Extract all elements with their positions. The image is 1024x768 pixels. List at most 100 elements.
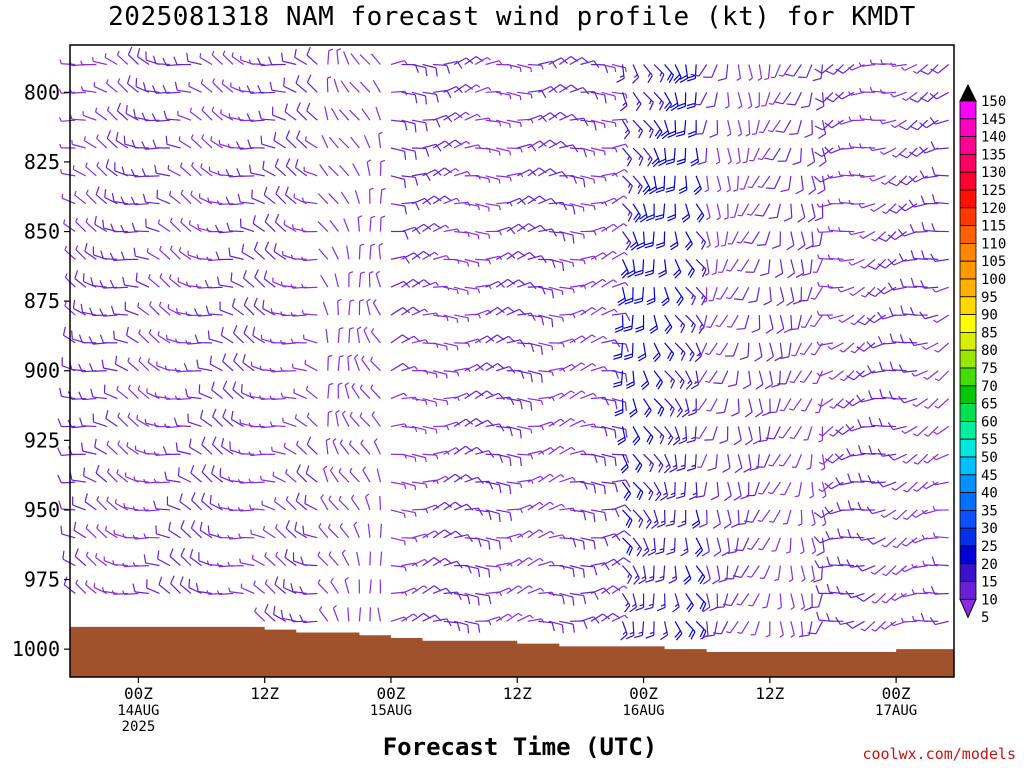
barb-flag bbox=[867, 475, 873, 484]
barb-flag bbox=[582, 178, 586, 188]
wind-barb bbox=[296, 464, 308, 483]
barb-flag bbox=[698, 523, 708, 528]
barb-shaft bbox=[229, 591, 244, 595]
barb-shaft bbox=[621, 454, 629, 468]
barb-half-flag bbox=[414, 457, 417, 462]
barb-shaft bbox=[517, 91, 532, 95]
barb-half-flag bbox=[649, 576, 654, 579]
barb-shaft bbox=[664, 287, 670, 301]
wind-barb bbox=[798, 287, 813, 302]
barb-half-flag bbox=[848, 91, 852, 96]
barb-shaft bbox=[334, 273, 339, 288]
barb-shaft bbox=[95, 556, 108, 567]
barb-shaft bbox=[527, 314, 542, 318]
wind-barb bbox=[205, 305, 223, 316]
barb-half-flag bbox=[572, 288, 575, 294]
wind-barb bbox=[211, 50, 224, 65]
barb-flag bbox=[665, 186, 675, 190]
barb-flag bbox=[284, 103, 289, 112]
barb-half-flag bbox=[528, 585, 533, 589]
barb-shaft bbox=[201, 444, 213, 455]
barb-shaft bbox=[538, 447, 551, 455]
barb-flag bbox=[696, 549, 703, 557]
wind-barb bbox=[758, 481, 771, 495]
wind-barb bbox=[252, 215, 266, 233]
barb-shaft bbox=[772, 453, 781, 467]
barb-half-flag bbox=[359, 243, 365, 246]
barb-flag bbox=[774, 356, 783, 362]
wind-barb bbox=[869, 59, 886, 66]
barb-flag bbox=[655, 379, 662, 388]
barb-shaft bbox=[797, 120, 802, 134]
barb-shaft bbox=[516, 223, 530, 233]
wind-barb bbox=[867, 258, 887, 270]
barb-shaft bbox=[811, 509, 816, 524]
barb-shaft bbox=[353, 524, 360, 539]
barb-shaft bbox=[443, 197, 457, 205]
barb-flag bbox=[90, 388, 94, 398]
barb-half-flag bbox=[530, 429, 533, 434]
barb-flag bbox=[106, 130, 112, 139]
barb-flag bbox=[141, 112, 147, 121]
barb-shaft bbox=[157, 558, 171, 567]
barb-half-flag bbox=[699, 323, 703, 329]
barb-shaft bbox=[506, 63, 521, 69]
wind-barb bbox=[665, 147, 676, 165]
barb-flag bbox=[519, 457, 522, 467]
wind-barb bbox=[475, 565, 491, 578]
barb-half-flag bbox=[672, 576, 677, 579]
barb-flag bbox=[646, 297, 655, 303]
wind-barb bbox=[747, 175, 760, 189]
barb-half-flag bbox=[196, 254, 199, 259]
barb-shaft bbox=[724, 231, 729, 246]
wind-barb bbox=[305, 465, 318, 483]
barb-shaft bbox=[127, 361, 139, 372]
barb-shaft bbox=[95, 472, 108, 483]
barb-shaft bbox=[694, 64, 697, 79]
wind-barb bbox=[569, 203, 585, 212]
barb-flag bbox=[625, 343, 629, 353]
wind-barb bbox=[846, 448, 865, 457]
barb-flag bbox=[712, 578, 721, 585]
barb-half-flag bbox=[456, 396, 460, 402]
barb-flag bbox=[632, 435, 639, 443]
barb-half-flag bbox=[715, 324, 720, 328]
wind-barb bbox=[443, 139, 463, 149]
barb-shaft bbox=[740, 593, 750, 606]
barb-shaft bbox=[339, 109, 350, 121]
wind-barb bbox=[527, 370, 543, 383]
barb-flag bbox=[95, 464, 100, 474]
barb-half-flag bbox=[551, 561, 555, 566]
wind-barb bbox=[302, 525, 318, 539]
barb-half-flag bbox=[195, 284, 199, 289]
barb-shaft bbox=[643, 64, 653, 76]
barb-flag bbox=[679, 77, 688, 83]
barb-flag bbox=[694, 188, 702, 196]
barb-flag bbox=[667, 350, 673, 360]
barb-half-flag bbox=[60, 169, 63, 174]
barb-flag bbox=[713, 382, 722, 385]
barb-half-flag bbox=[785, 551, 791, 554]
wind-barb bbox=[613, 342, 624, 360]
barb-half-flag bbox=[143, 506, 147, 512]
wind-barb bbox=[730, 203, 739, 219]
barb-shaft bbox=[664, 621, 669, 636]
barb-shaft bbox=[751, 231, 760, 244]
barb-half-flag bbox=[726, 269, 731, 272]
wind-barb bbox=[720, 231, 729, 247]
wind-barb bbox=[590, 201, 608, 207]
barb-shaft bbox=[642, 259, 645, 274]
barb-shaft bbox=[733, 203, 739, 218]
barb-shaft bbox=[790, 287, 795, 302]
wind-barb bbox=[580, 334, 596, 344]
barb-shaft bbox=[75, 583, 87, 594]
barb-flag bbox=[63, 576, 68, 585]
barb-shaft bbox=[527, 529, 540, 539]
barb-flag bbox=[130, 168, 136, 178]
barb-shaft bbox=[735, 370, 739, 385]
barb-shaft bbox=[282, 421, 297, 427]
barb-shaft bbox=[664, 370, 675, 382]
barb-half-flag bbox=[283, 220, 286, 225]
barb-shaft bbox=[106, 109, 118, 121]
barb-shaft bbox=[303, 564, 318, 567]
